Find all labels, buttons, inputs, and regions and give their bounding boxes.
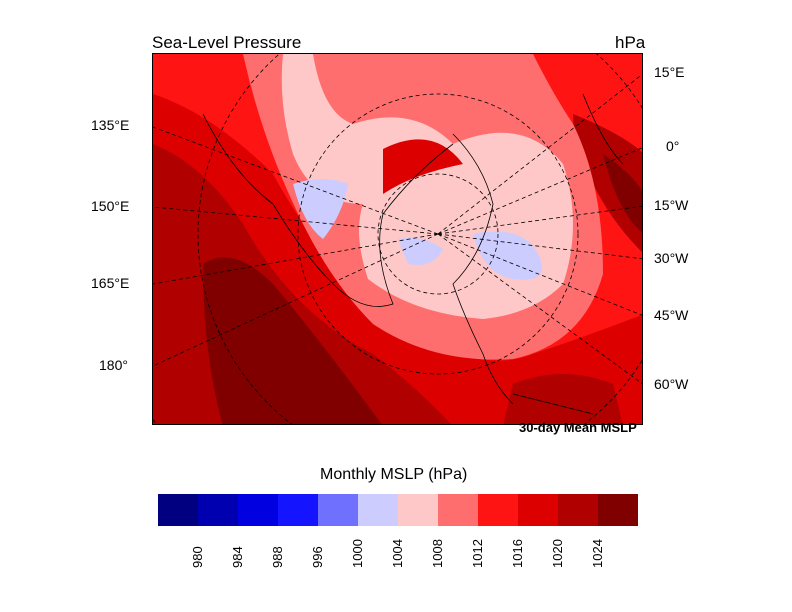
map-annotation: 30-day Mean MSLP — [519, 420, 637, 435]
colorbar-title: Monthly MSLP (hPa) — [320, 466, 468, 483]
lon-label-right: 15°W — [654, 197, 689, 213]
units-label: hPa — [615, 33, 646, 52]
colorbar-swatch — [358, 494, 398, 526]
map-contours — [153, 54, 642, 424]
colorbar-swatch — [438, 494, 478, 526]
colorbar — [158, 494, 638, 526]
lon-label-right: 15°E — [654, 64, 685, 80]
lon-label-left: 150°E — [91, 198, 130, 214]
colorbar-swatch — [598, 494, 638, 526]
contour-1016-1020-north — [383, 139, 463, 194]
colorbar-label: 984 — [230, 546, 245, 568]
lon-label-right: 45°W — [654, 307, 689, 323]
contour-above-1024 — [203, 257, 382, 424]
colorbar-swatch — [478, 494, 518, 526]
colorbar-swatch — [318, 494, 358, 526]
lon-label-right: 60°W — [654, 376, 689, 392]
pressure-map — [152, 53, 643, 425]
colorbar-swatch — [398, 494, 438, 526]
contour-1000-1004 — [293, 179, 348, 239]
colorbar-swatch — [558, 494, 598, 526]
contour-above-1024-east — [603, 154, 642, 233]
colorbar-swatch — [238, 494, 278, 526]
lon-label-right: 30°W — [654, 250, 689, 266]
lon-label-left: 165°E — [91, 275, 130, 291]
contour-1000-1004-b — [398, 237, 443, 265]
colorbar-swatch — [158, 494, 198, 526]
colorbar-label: 1012 — [470, 539, 485, 568]
colorbar-label: 980 — [190, 546, 205, 568]
colorbar-label: 1008 — [430, 539, 445, 568]
colorbar-swatch — [278, 494, 318, 526]
contour-1020-1024-south — [503, 374, 623, 424]
lon-label-left: 180° — [99, 357, 128, 373]
colorbar-label: 988 — [270, 546, 285, 568]
contour-1000-1004-c — [473, 231, 543, 280]
colorbar-label: 996 — [310, 546, 325, 568]
colorbar-label: 1024 — [590, 539, 605, 568]
lon-label-left: 135°E — [91, 117, 130, 133]
colorbar-label: 1020 — [550, 539, 565, 568]
lon-label-right: 0° — [666, 138, 680, 154]
contour-1020-1024-east — [573, 114, 642, 252]
plot-title: Sea-Level Pressure — [152, 33, 302, 52]
colorbar-label: 1016 — [510, 539, 525, 568]
colorbar-swatch — [198, 494, 238, 526]
colorbar-swatch — [518, 494, 558, 526]
colorbar-label: 1000 — [350, 539, 365, 568]
coastlines — [202, 93, 624, 415]
colorbar-label: 1004 — [390, 539, 405, 568]
